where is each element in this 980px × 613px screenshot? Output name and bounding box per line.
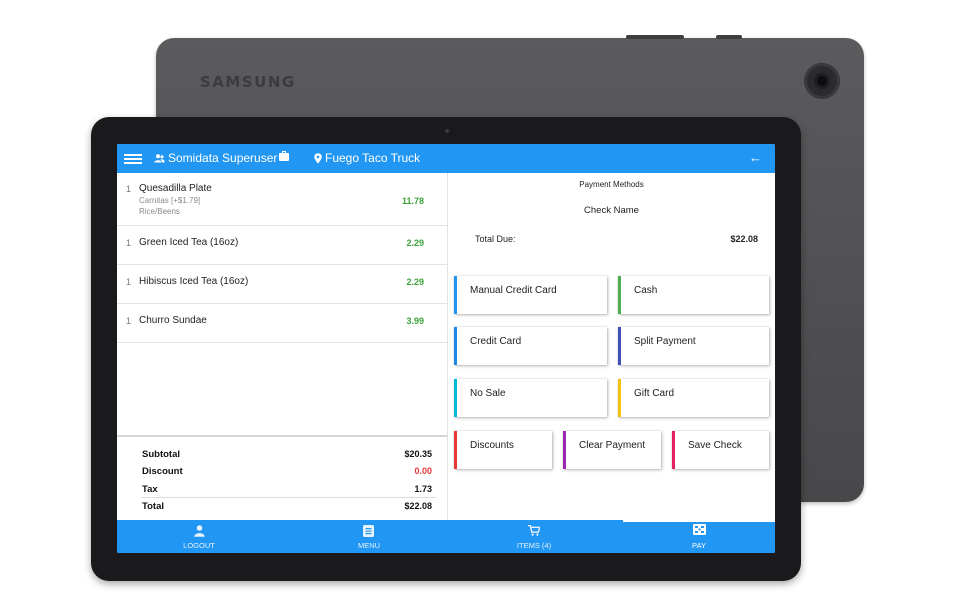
total-due-label: Total Due: xyxy=(475,234,516,244)
nav-logout[interactable]: LOGOUT xyxy=(117,520,281,553)
order-item[interactable]: 1 Green Iced Tea (16oz) 2.29 xyxy=(117,226,447,265)
menu-list-icon xyxy=(363,525,374,537)
check-name[interactable]: Check Name xyxy=(584,205,639,216)
item-price: 2.29 xyxy=(406,238,424,248)
subtotal-label: Subtotal xyxy=(142,449,180,460)
clear-payment-button[interactable]: Clear Payment xyxy=(563,431,661,469)
current-user[interactable]: Somidata Superuser xyxy=(154,151,277,165)
discount-value: 0.00 xyxy=(414,466,432,476)
button-label: Discounts xyxy=(470,440,514,451)
button-label: Cash xyxy=(634,285,658,296)
tablet-screen: Somidata Superuser Fuego Taco Truck ← 1 … xyxy=(117,144,775,553)
brand-logo: SAMSUNG xyxy=(200,73,296,91)
divider xyxy=(142,497,436,498)
active-tab-indicator xyxy=(623,520,775,522)
item-qty: 1 xyxy=(126,277,132,287)
item-price: 11.78 xyxy=(401,196,424,206)
button-label: Clear Payment xyxy=(579,440,646,451)
gift-card-button[interactable]: Gift Card xyxy=(618,379,769,417)
item-modifier: Carnitas [+$1.79] xyxy=(139,196,201,205)
cash-register-icon xyxy=(693,524,706,535)
button-label: Credit Card xyxy=(470,336,522,347)
item-qty: 1 xyxy=(126,184,132,194)
cart-icon xyxy=(528,525,540,536)
total-label: Total xyxy=(142,501,164,512)
nav-label: LOGOUT xyxy=(183,541,215,550)
app-bar: Somidata Superuser Fuego Taco Truck ← xyxy=(117,144,775,173)
button-label: Save Check xyxy=(688,440,742,451)
payment-panel: Payment Methods Check Name Total Due: $2… xyxy=(448,173,775,520)
order-item[interactable]: 1 Quesadilla Plate Carnitas [+$1.79] Ric… xyxy=(117,173,447,226)
order-item[interactable]: 1 Churro Sundae 3.99 xyxy=(117,304,447,343)
discounts-button[interactable]: Discounts xyxy=(454,431,552,469)
location-name: Fuego Taco Truck xyxy=(325,151,421,165)
button-label: Manual Credit Card xyxy=(470,285,557,296)
rear-camera-icon xyxy=(804,63,840,99)
split-payment-button[interactable]: Split Payment xyxy=(618,327,769,365)
users-icon xyxy=(154,153,165,162)
total-due-value: $22.08 xyxy=(730,234,758,244)
item-name: Churro Sundae xyxy=(139,315,207,326)
nav-items[interactable]: ITEMS (4) xyxy=(452,520,616,553)
save-check-button[interactable]: Save Check xyxy=(672,431,769,469)
front-camera-icon xyxy=(445,129,449,133)
button-label: Split Payment xyxy=(634,336,696,347)
nav-menu[interactable]: MENU xyxy=(287,520,451,553)
bottom-nav: LOGOUT MENU ITEMS (4) xyxy=(117,520,775,553)
item-price: 3.99 xyxy=(406,316,424,326)
item-qty: 1 xyxy=(126,316,132,326)
item-name: Green Iced Tea (16oz) xyxy=(139,237,239,248)
cash-button[interactable]: Cash xyxy=(618,276,769,314)
order-panel: 1 Quesadilla Plate Carnitas [+$1.79] Ric… xyxy=(117,173,448,520)
location-pin-icon xyxy=(314,152,322,164)
back-arrow-icon[interactable]: ← xyxy=(749,150,762,165)
nav-label: PAY xyxy=(692,541,706,550)
payment-methods-title: Payment Methods xyxy=(579,180,644,189)
tax-label: Tax xyxy=(142,484,158,495)
camera-lens xyxy=(814,73,830,89)
current-location[interactable]: Fuego Taco Truck xyxy=(314,151,420,165)
tax-value: 1.73 xyxy=(414,484,432,494)
item-name: Hibiscus Iced Tea (16oz) xyxy=(139,276,249,287)
item-modifier: Rice/Beens xyxy=(139,207,180,216)
nav-pay[interactable]: PAY xyxy=(623,520,775,553)
person-icon xyxy=(194,525,205,537)
discount-label: Discount xyxy=(142,466,183,477)
item-price: 2.29 xyxy=(406,277,424,287)
tablet-front: Somidata Superuser Fuego Taco Truck ← 1 … xyxy=(91,117,801,581)
no-sale-button[interactable]: No Sale xyxy=(454,379,607,417)
order-totals: Subtotal $20.35 Discount 0.00 Tax 1.73 T… xyxy=(117,435,447,522)
manual-credit-card-button[interactable]: Manual Credit Card xyxy=(454,276,607,314)
order-item[interactable]: 1 Hibiscus Iced Tea (16oz) 2.29 xyxy=(117,265,447,304)
user-name: Somidata Superuser xyxy=(168,151,278,165)
item-name: Quesadilla Plate xyxy=(139,183,212,194)
total-value: $22.08 xyxy=(404,501,432,511)
subtotal-value: $20.35 xyxy=(404,449,432,459)
item-qty: 1 xyxy=(126,238,132,248)
power-button xyxy=(716,35,742,39)
nav-label: ITEMS (4) xyxy=(516,541,552,550)
button-label: No Sale xyxy=(470,388,506,399)
nav-label: MENU xyxy=(357,541,381,550)
credit-card-button[interactable]: Credit Card xyxy=(454,327,607,365)
briefcase-icon[interactable] xyxy=(279,151,289,161)
button-label: Gift Card xyxy=(634,388,675,399)
hamburger-menu-icon[interactable] xyxy=(124,154,142,164)
volume-button xyxy=(626,35,684,39)
